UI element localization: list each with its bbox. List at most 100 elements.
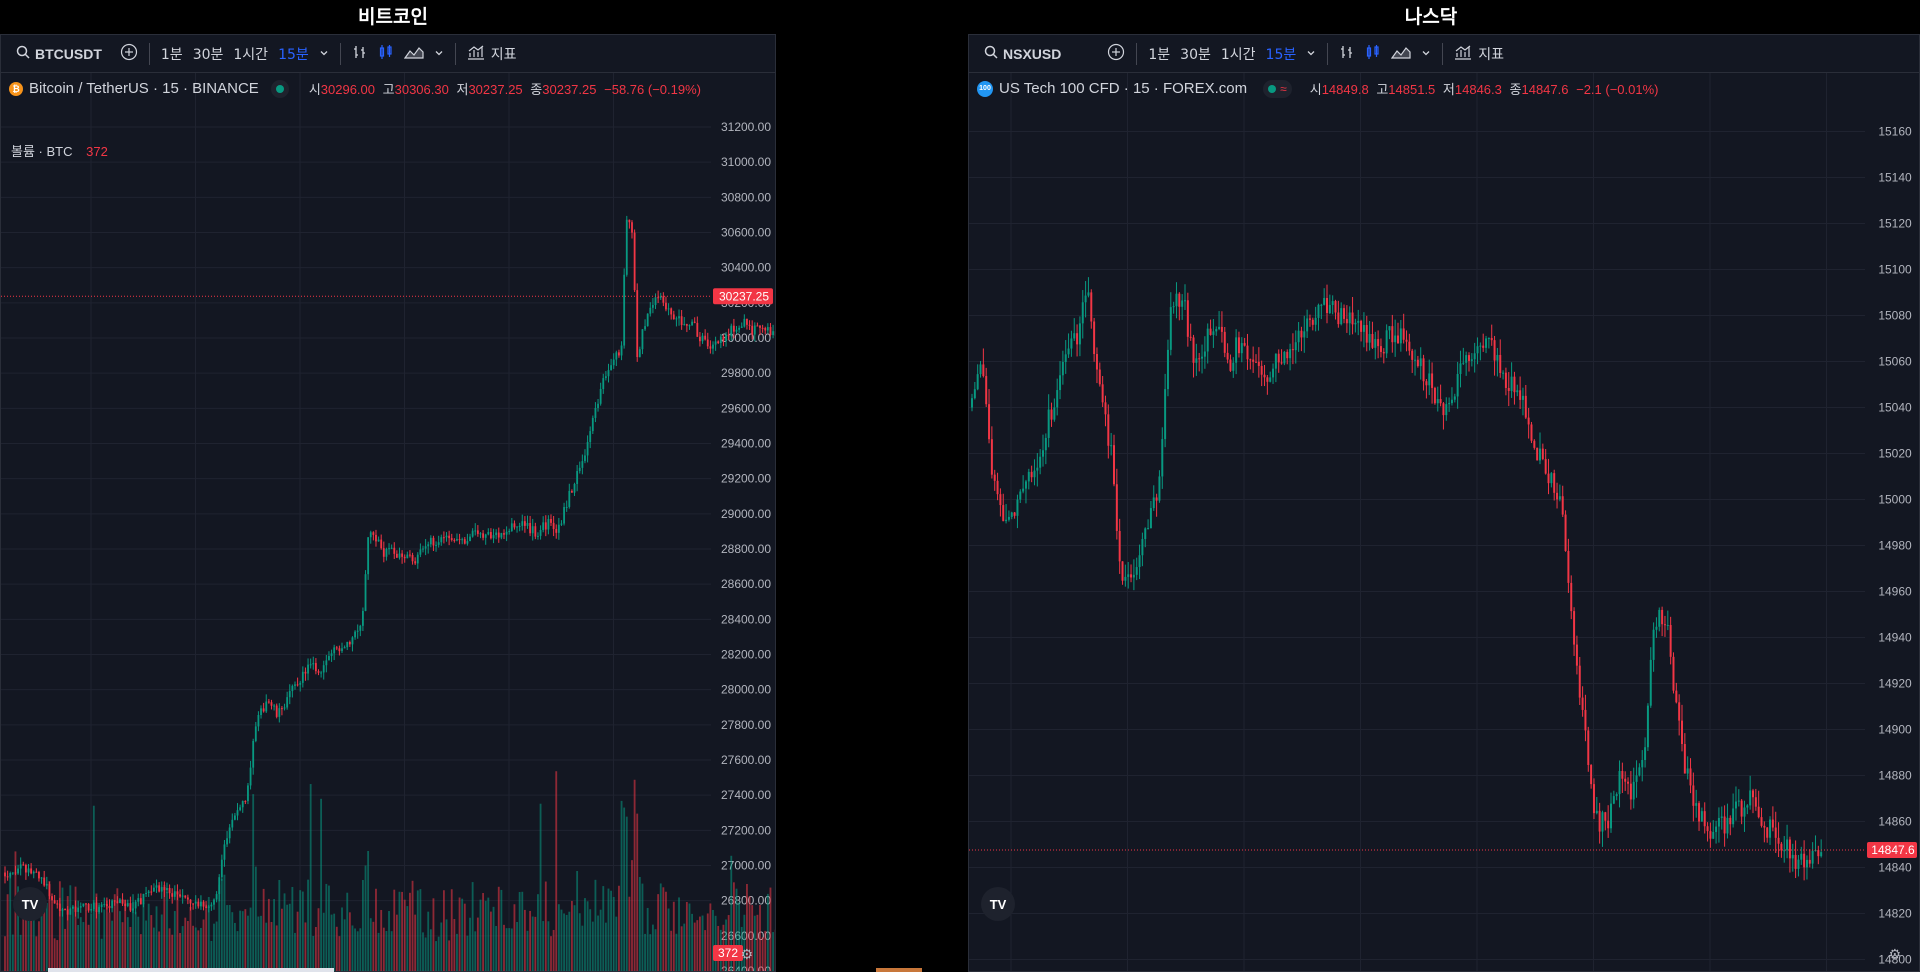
symbol-search-button[interactable]: BTCUSDT: [11, 40, 107, 68]
interval-1m-button[interactable]: 1분: [1148, 46, 1171, 63]
volume-bar: [262, 888, 265, 971]
candle-body: [273, 705, 276, 707]
candle-body: [1450, 399, 1453, 404]
settings-gear-icon[interactable]: ⚙: [740, 947, 753, 963]
volume-bar: [341, 907, 343, 971]
interval-15m-button[interactable]: 15분: [1265, 46, 1297, 63]
candle-style-button[interactable]: [373, 40, 399, 68]
candle-body: [435, 544, 437, 546]
interval-30m-button[interactable]: 30분: [1180, 46, 1211, 63]
interval-30m-button[interactable]: 30분: [192, 46, 224, 63]
toolbar-divider: [339, 42, 341, 65]
candle-body: [1223, 331, 1226, 353]
candle-body: [1459, 363, 1462, 375]
candle-body: [19, 864, 22, 869]
interval-dropdown-button[interactable]: [314, 40, 334, 68]
candle-body: [401, 553, 404, 557]
volume-bar: [589, 909, 592, 971]
candle-body: [1084, 295, 1087, 303]
candle-body: [599, 388, 602, 404]
candle-body: [1169, 307, 1172, 350]
candle-body: [1468, 355, 1470, 361]
candle-body: [1249, 359, 1252, 361]
volume-bar: [6, 894, 9, 971]
volume-bar: [497, 886, 500, 971]
volume-bar: [351, 925, 354, 971]
volume-bar: [121, 922, 124, 971]
bar-style-button[interactable]: [347, 40, 373, 68]
volume-bar: [45, 903, 48, 971]
candle-body: [265, 701, 268, 712]
candle-body: [369, 532, 372, 538]
candle-body: [1732, 808, 1735, 825]
chart-style-dropdown[interactable]: [429, 40, 449, 68]
nasdaq-price-chart[interactable]: 15160 15140 15120 15100 15080 15060 15040 15020…: [969, 73, 1920, 971]
tradingview-logo[interactable]: TV: [13, 887, 47, 921]
volume-bar: [670, 930, 673, 971]
candle-body: [351, 637, 354, 645]
volume-bar: [625, 816, 628, 971]
volume-bar: [168, 928, 171, 971]
candle-style-button[interactable]: [1360, 40, 1386, 68]
candle-body: [497, 532, 500, 538]
candle-body: [325, 660, 328, 666]
indicators-button[interactable]: 지표: [462, 40, 522, 68]
volume-bar: [330, 914, 333, 971]
indicators-icon: [1454, 44, 1472, 64]
volume-legend-value: 372: [86, 144, 108, 159]
volume-bar: [87, 924, 90, 971]
volume-bar: [667, 908, 670, 971]
volume-bar: [265, 922, 268, 971]
toolbar-divider: [1442, 42, 1444, 65]
volume-bar: [367, 850, 370, 971]
y-tick-label: 14980: [1878, 539, 1912, 553]
chart-style-dropdown[interactable]: [1416, 40, 1436, 68]
volume-bar: [231, 912, 234, 971]
tradingview-logo[interactable]: TV: [981, 887, 1015, 921]
candle-body: [1152, 497, 1155, 509]
symbol-search-button[interactable]: NSXUSD: [979, 40, 1066, 68]
candle-body: [1547, 473, 1550, 484]
volume-bar: [74, 886, 77, 971]
interval-1m-button[interactable]: 1분: [160, 46, 183, 63]
candle-body: [291, 685, 294, 692]
compare-symbol-button[interactable]: [115, 40, 143, 68]
candle-body: [1646, 705, 1649, 748]
volume-bar: [759, 904, 761, 971]
candle-body: [1303, 331, 1306, 338]
volume-bar: [17, 886, 19, 971]
compare-symbol-button[interactable]: [1102, 40, 1130, 68]
last-price-tag: 14847.6: [1871, 843, 1915, 857]
volume-bar: [372, 921, 375, 971]
candle-body: [1246, 345, 1249, 360]
volume-bar: [147, 903, 150, 971]
settings-gear-icon[interactable]: ⚙: [1888, 947, 1901, 963]
market-status[interactable]: ≈: [1263, 79, 1292, 98]
interval-1h-button[interactable]: 1시간: [1220, 46, 1256, 63]
candle-body: [748, 324, 751, 326]
area-style-button[interactable]: [1386, 40, 1416, 68]
interval-dropdown-button[interactable]: [1301, 40, 1321, 68]
btc-price-chart[interactable]: 31200.00 31000.00 30800.00 30600.00 30400.00…: [1, 73, 776, 971]
volume-bar: [537, 894, 539, 971]
indicators-button[interactable]: 지표: [1449, 40, 1509, 68]
candle-body: [1030, 471, 1033, 478]
candle-body: [1652, 629, 1655, 660]
volume-bar: [510, 928, 513, 971]
volume-bar: [738, 902, 741, 971]
candle-body: [1399, 328, 1402, 344]
volume-bar: [160, 914, 163, 971]
interval-15m-button[interactable]: 15분: [278, 46, 309, 63]
market-status[interactable]: [270, 79, 289, 98]
candle-body: [1104, 402, 1107, 415]
candle-body: [393, 547, 396, 554]
price-axis: [1865, 73, 1919, 971]
candle-body: [1601, 812, 1604, 832]
volume-bar: [51, 902, 53, 971]
area-style-button[interactable]: [399, 40, 429, 68]
volume-bar: [11, 934, 14, 971]
candle-body: [1195, 358, 1198, 363]
volume-bar: [111, 920, 114, 971]
interval-1h-button[interactable]: 1시간: [233, 46, 269, 63]
bar-style-button[interactable]: [1334, 40, 1360, 68]
